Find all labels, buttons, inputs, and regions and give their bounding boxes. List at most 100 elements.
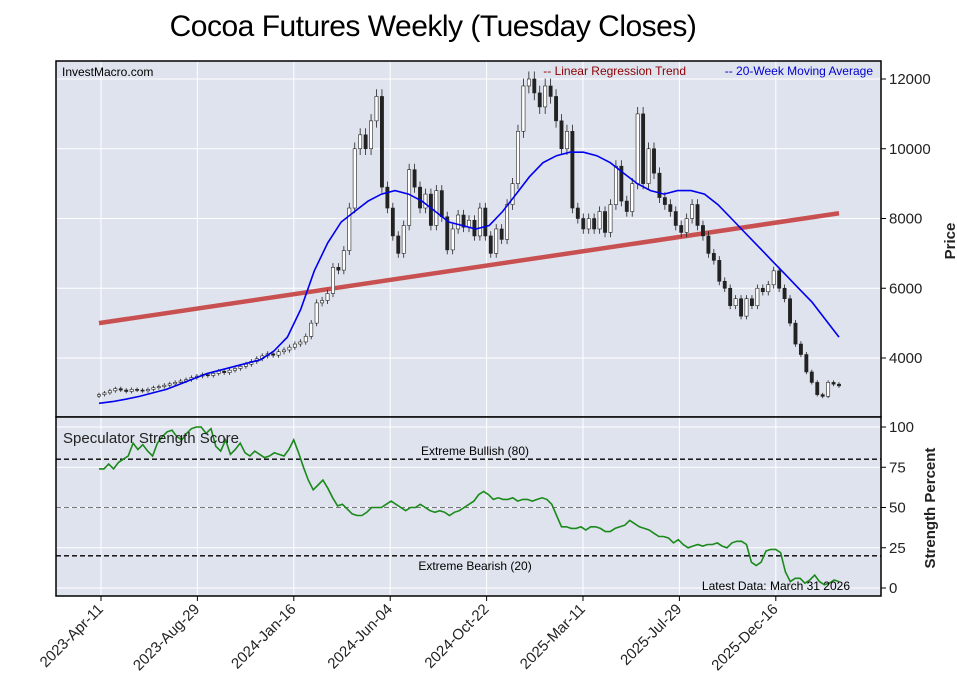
candle-body: [439, 190, 444, 218]
candle-body: [325, 293, 330, 301]
candle-body: [809, 371, 814, 383]
candle-body: [766, 284, 771, 293]
candle-body: [613, 165, 618, 205]
candle-body: [298, 341, 303, 345]
strength-panel-frame: [55, 416, 882, 597]
candle-body: [135, 389, 140, 391]
candle-body: [690, 204, 695, 219]
candle-body: [450, 228, 455, 251]
candle-body: [760, 287, 765, 293]
date-tick-label: 2024-Jan-16: [228, 601, 300, 673]
candle-body: [162, 384, 167, 387]
candle-body: [728, 287, 733, 306]
candle-body: [499, 228, 504, 240]
price-gridlines: [56, 61, 881, 417]
candle-body: [287, 346, 292, 351]
moving-average-line: [98, 151, 840, 405]
candle-body: [695, 204, 700, 226]
candle-body: [271, 353, 276, 356]
candle-body: [374, 96, 379, 122]
price-panel: InvestMacro.com -- Linear Regression Tre…: [55, 60, 957, 418]
candle-body: [401, 225, 406, 254]
candle-body: [461, 214, 466, 228]
strength-tick-label: 0: [889, 580, 897, 597]
date-tick-label: 2023-Apr-11: [37, 601, 107, 671]
candle-body: [488, 235, 493, 254]
price-tick-label: 8000: [889, 211, 922, 228]
candle-body: [456, 214, 461, 230]
price-tick-label: 10000: [889, 141, 931, 158]
candle-body: [347, 207, 352, 251]
candle-body: [510, 183, 515, 205]
candle-body: [820, 394, 825, 397]
candle-body: [592, 218, 597, 230]
candle-body: [309, 322, 314, 337]
candle-body: [744, 298, 749, 317]
regression-trend-line: [98, 211, 840, 326]
candle-body: [118, 388, 123, 391]
candle-body: [739, 298, 743, 317]
strength-tick-label: 25: [889, 540, 906, 557]
candle-body: [331, 267, 335, 294]
price-tick-label: 6000: [889, 280, 922, 297]
date-tick-label: 2025-Dec-16: [708, 601, 781, 674]
candle-body: [575, 207, 580, 219]
candle-body: [668, 204, 673, 212]
candle-body: [303, 336, 308, 343]
chart-title: Cocoa Futures Weekly (Tuesday Closes): [169, 10, 697, 43]
candle-body: [798, 343, 803, 355]
candle-body: [646, 148, 651, 184]
candle-body: [276, 351, 281, 356]
candle-body: [750, 298, 754, 306]
candle-body: [755, 287, 760, 306]
candle-body: [494, 228, 499, 254]
candle-body: [532, 78, 537, 94]
candle-body: [608, 204, 613, 233]
candle-body: [837, 383, 841, 387]
candle-body: [151, 387, 156, 390]
reference-line-label: Extreme Bearish (20): [418, 559, 531, 573]
strength-panel-background: [56, 417, 881, 596]
candle-body: [826, 382, 831, 397]
candle-body: [543, 85, 548, 108]
candle-body: [178, 380, 183, 383]
candle-body: [630, 183, 635, 212]
candle-body: [380, 96, 384, 188]
candle-body: [706, 235, 711, 254]
candle-body: [222, 370, 227, 373]
candle-body: [385, 186, 390, 209]
candle-body: [418, 186, 422, 209]
candle-body: [173, 382, 178, 385]
candle-body: [815, 382, 820, 395]
candle-body: [581, 218, 586, 230]
candle-body: [657, 172, 662, 198]
legend-moving-average: -- 20-Week Moving Average: [725, 64, 874, 78]
candle-body: [483, 207, 488, 237]
candle-body: [423, 193, 428, 209]
candle-body: [352, 148, 357, 209]
date-tick-label: 2024-Oct-22: [421, 601, 492, 672]
candle-body: [624, 200, 629, 212]
candle-body: [516, 131, 520, 184]
candle-body: [777, 270, 782, 289]
date-tick-label: 2025-Jul-29: [617, 601, 685, 669]
candle-body: [635, 113, 640, 184]
strength-line: [99, 426, 840, 586]
date-tick-label: 2025-Mar-11: [517, 601, 589, 673]
candle-body: [603, 211, 607, 233]
candle-body: [434, 190, 439, 226]
candle-body: [227, 369, 232, 373]
candle-body: [390, 207, 395, 237]
strength-tick-label: 75: [889, 459, 906, 476]
candle-body: [701, 225, 705, 237]
candle-body: [363, 134, 368, 150]
legend-regression-trend: -- Linear Regression Trend: [543, 64, 686, 78]
candle-body: [537, 92, 542, 108]
candle-body: [336, 267, 341, 271]
candle-body: [662, 197, 667, 205]
candle-body: [320, 300, 325, 304]
candle-body: [124, 389, 129, 392]
candle-body: [341, 250, 346, 271]
strength-axis-label: Strength Percent: [922, 448, 939, 569]
candle-body: [205, 374, 210, 377]
